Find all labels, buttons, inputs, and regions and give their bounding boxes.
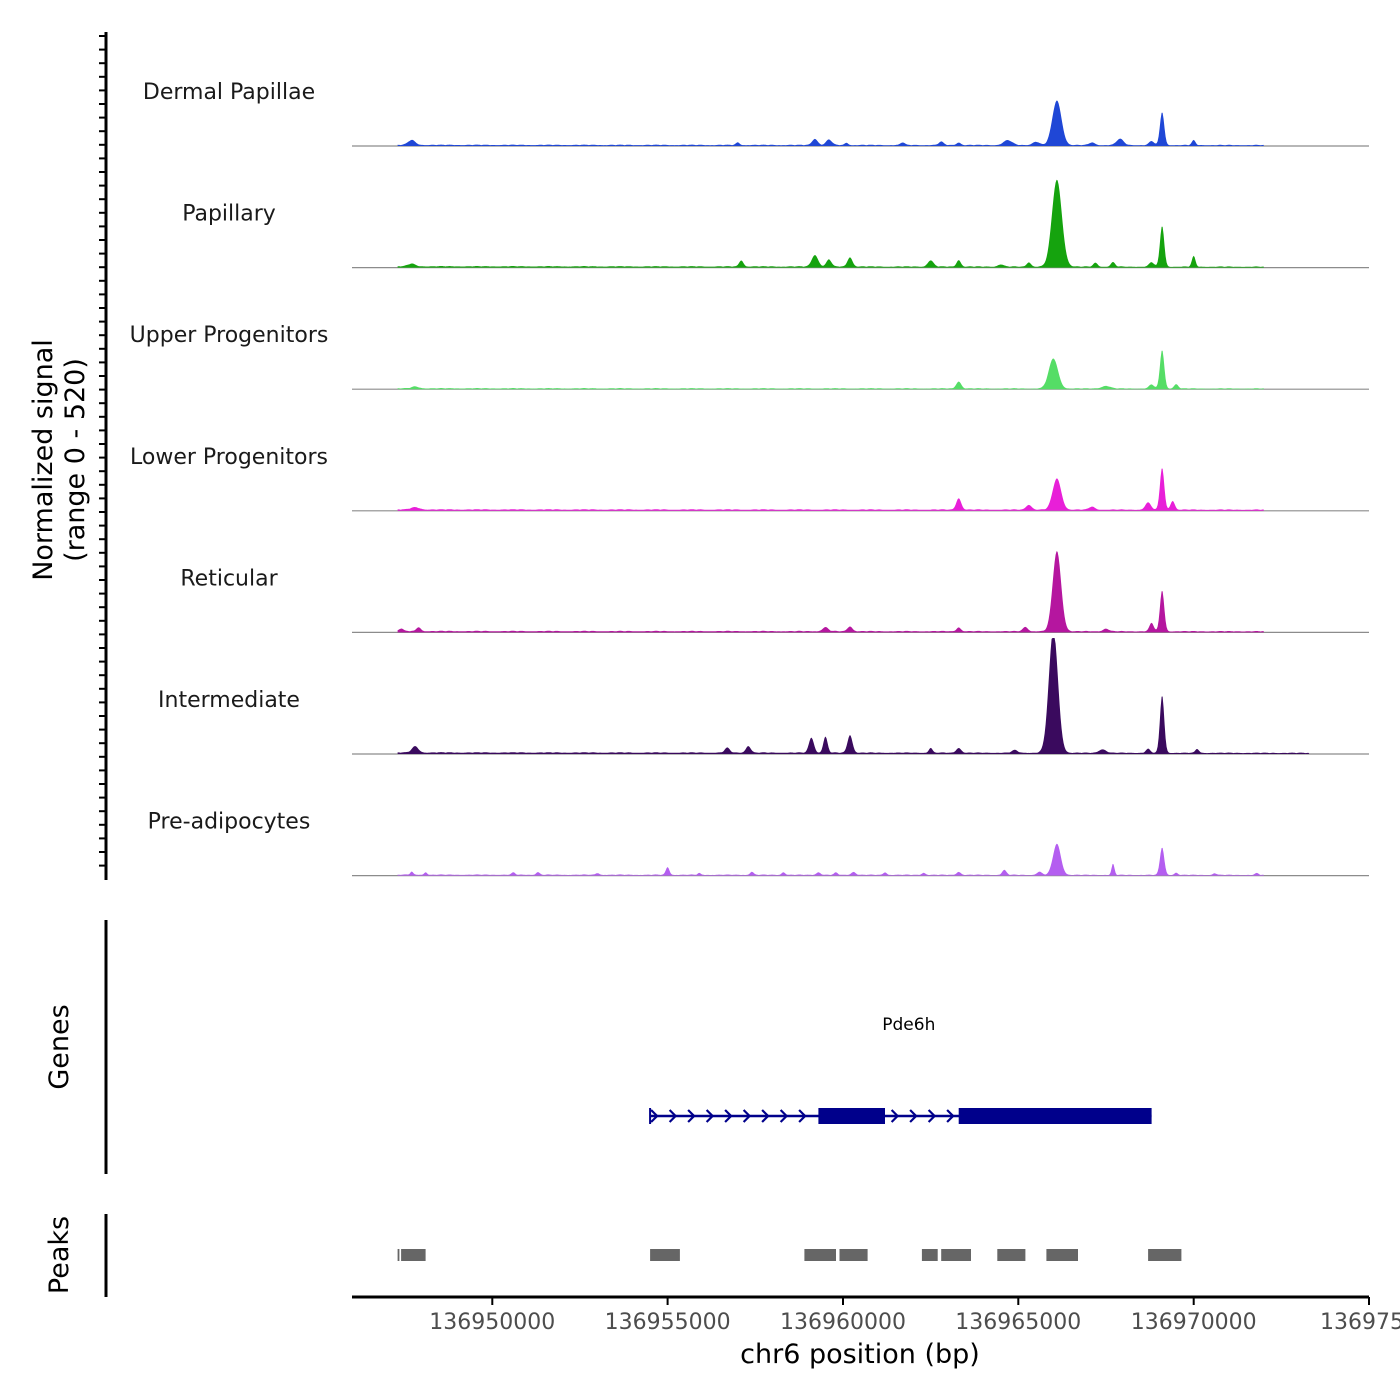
strand-arrow [650, 1109, 659, 1123]
peak-region [941, 1249, 971, 1261]
track-papillary: Papillary [182, 179, 1369, 269]
signal-area [397, 179, 1264, 268]
gene-pde6h: Pde6h [649, 1015, 1152, 1124]
track-label: Papillary [182, 202, 276, 227]
track-label: Pre-adipocytes [148, 810, 311, 835]
track-label: Reticular [180, 566, 278, 591]
strand-arrow [724, 1109, 733, 1123]
track-intermediate: Intermediate [158, 638, 1369, 755]
strand-arrow [761, 1109, 770, 1123]
x-tick-label: 1369750 [1320, 1310, 1400, 1335]
track-upper-progenitors: Upper Progenitors [130, 323, 1369, 390]
peak-region [997, 1249, 1026, 1261]
strand-arrow [687, 1109, 696, 1123]
signal-area [397, 468, 1264, 511]
x-tick-label: 136955000 [605, 1310, 731, 1335]
signal-y-ticks [99, 35, 106, 867]
gene-exon [818, 1108, 885, 1124]
peak-region [1148, 1249, 1182, 1261]
x-tick-label: 136970000 [1131, 1310, 1257, 1335]
peak-region [397, 1249, 400, 1261]
track-label: Upper Progenitors [130, 323, 329, 348]
strand-arrow [927, 1109, 937, 1123]
genes-track: Pde6h [649, 1015, 1152, 1124]
signal-area [397, 350, 1264, 390]
gene-exon [958, 1108, 1152, 1124]
peak-region [839, 1249, 868, 1261]
track-label: Intermediate [158, 688, 300, 713]
signal-area [397, 100, 1264, 146]
signal-area [397, 638, 1310, 754]
x-axis-title: chr6 position (bp) [740, 1339, 980, 1370]
y-axis-label-line1: Normalized signal [28, 339, 59, 581]
peaks-track [397, 1249, 1182, 1261]
left-axes: Normalized signal (range 0 - 520) Genes … [28, 32, 108, 1297]
strand-arrow [909, 1109, 918, 1123]
track-label: Dermal Papillae [143, 80, 315, 105]
peak-region [650, 1249, 680, 1261]
y-axis-label-line2: (range 0 - 520) [60, 358, 91, 562]
strand-arrow [668, 1109, 678, 1123]
strand-arrow [742, 1109, 752, 1123]
genes-track-label: Genes [44, 1004, 75, 1089]
peak-region [921, 1249, 938, 1261]
track-pre-adipocytes: Pre-adipocytes [148, 810, 1369, 877]
x-axis: 136950000 136955000 136960000 136965000 1369… [352, 1295, 1400, 1370]
x-ticks: 136950000 136955000 136960000 136965000 1369… [429, 1297, 1400, 1335]
x-tick-label: 136960000 [780, 1310, 906, 1335]
peak-region [804, 1249, 836, 1261]
gene-name: Pde6h [882, 1015, 935, 1035]
strand-arrow [798, 1109, 807, 1123]
signal-tracks: Dermal Papillae Papillary Upper Progenitor… [130, 80, 1369, 877]
track-reticular: Reticular [180, 551, 1369, 634]
strand-arrow [705, 1109, 715, 1123]
signal-area [397, 843, 1264, 876]
signal-area [397, 551, 1264, 633]
x-tick-label: 136950000 [429, 1310, 555, 1335]
peak-region [1046, 1249, 1078, 1261]
peak-region [401, 1249, 426, 1261]
strand-arrow [779, 1109, 789, 1123]
track-dermal-papillae: Dermal Papillae [143, 80, 1369, 147]
x-tick-label: 136965000 [955, 1310, 1081, 1335]
strand-arrow [946, 1109, 955, 1123]
strand-arrow [890, 1109, 900, 1123]
peaks-track-label: Peaks [44, 1216, 75, 1294]
track-lower-progenitors: Lower Progenitors [130, 445, 1369, 512]
track-label: Lower Progenitors [130, 445, 328, 470]
